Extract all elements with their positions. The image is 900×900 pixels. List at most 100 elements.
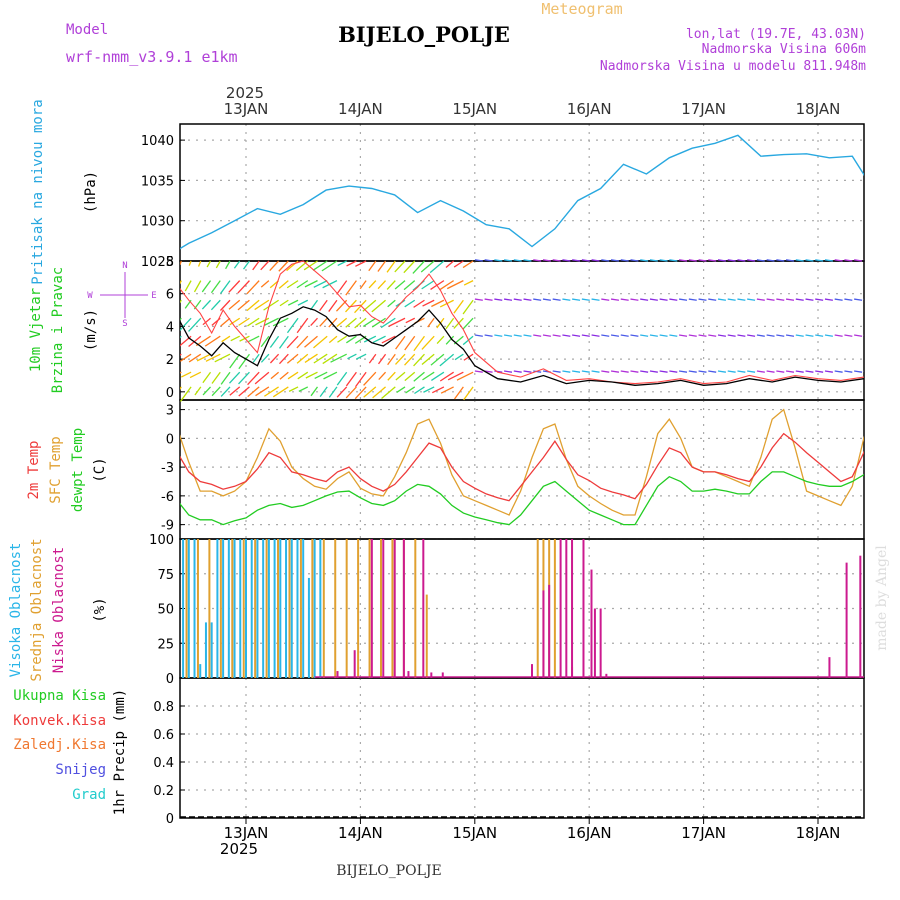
pressure-line [180,134,864,250]
x-tick-label-bottom: 18JAN [796,824,841,842]
precip-legend-total: Ukupna Kisa [13,688,106,704]
wind-arrow [263,317,279,326]
wind-arrow [805,370,814,373]
wind-arrow [756,298,765,301]
wind-arrow [263,299,279,311]
wind-arrow [737,334,746,337]
low-cloud-bar [542,590,545,678]
wind-arrow [368,280,377,289]
wind-arrow [649,370,658,373]
wind-arrow [372,386,386,399]
high-cloud-bar [216,539,219,678]
wind-arrow [188,260,192,266]
wind-arrow [688,298,697,301]
wind-arrow [717,334,727,337]
wind-arrow [286,335,299,349]
wind-arrow [659,259,668,262]
wind-arrow [180,280,182,285]
mid-cloud-bar [288,539,291,678]
low-cloud-bar [370,539,373,678]
wind-ylabel-2: Brzina i Pravac [50,267,66,393]
low-cloud-bar [407,671,410,678]
wind-arrow [269,353,280,364]
wind-arrow [184,280,192,292]
wind-arrow [542,334,551,337]
wind-arrow [462,335,474,346]
high-cloud-bar [296,539,299,678]
y-tick-label: 0 [166,672,174,687]
wind-arrow [225,260,231,270]
wind-arrow [260,260,270,271]
temp-ylabel-sfc: SFC Temp [48,436,64,503]
wind-arrow [237,280,250,294]
wind-arrow [197,260,202,267]
wind-arrow [269,335,280,348]
wind-arrow [717,370,727,373]
mid-cloud-bar [368,539,371,678]
wind-arrow [649,259,658,262]
wind-arrow [404,335,416,351]
wind-arrow [371,299,386,313]
wind-arrow [219,299,231,311]
wind-arrow [863,298,864,300]
wind-gust-line [180,260,864,385]
wind-arrow [420,260,435,273]
wind-arrow [431,299,445,308]
high-cloud-bar [313,539,316,678]
wind-arrow [396,386,406,393]
y-tick-label: 1040 [141,134,174,149]
wind-arrow [229,386,241,396]
precip-ylabel: 1hr Precip (mm) [112,689,128,815]
wind-arrow [423,386,435,393]
wind-arrow [377,260,387,272]
low-cloud-bar [590,569,593,678]
wind-arrow [462,260,474,269]
mid-cloud-bar [174,539,176,678]
high-cloud-bar [285,539,288,678]
wind-arrow [278,353,289,365]
wind-arrow [474,298,483,301]
year-bottom: 2025 [220,840,258,858]
wind-arrow [503,334,513,337]
wind-arrow [387,353,396,366]
wind-arrow [337,335,348,343]
wind-arrow [422,371,435,381]
y-tick-label: 0.2 [153,784,174,799]
wind-arrow [659,334,668,337]
wind-arrow [345,317,357,328]
compass-n: N [122,261,127,271]
wind-arrow [431,371,445,381]
wind-arrow [669,370,678,373]
precip-legend-freezing: Zaledj.Kisa [13,737,106,753]
wind-arrow [238,371,250,385]
wind-arrow [727,259,736,262]
wind-arrow [562,298,571,301]
mid-cloud-bar [322,539,325,678]
wind-arrow [445,317,455,330]
wind-arrow [328,335,338,344]
temp-2m-line [180,432,864,502]
wind-arrow [601,259,610,262]
station-title: BIJELO_POLJE [338,22,510,47]
wind-arrow [414,386,425,395]
mid-cloud-bar [345,539,348,678]
wind-arrow [659,370,668,373]
altitude-label: Nadmorska Visina 606m [702,42,867,57]
wind-arrow [523,259,532,262]
mid-cloud-bar [334,539,337,678]
high-cloud-bar [319,539,322,678]
high-cloud-bar [262,539,265,678]
wind-arrow [196,353,211,362]
wind-arrow [484,259,493,262]
wind-arrow [513,370,522,373]
wind-arrow [180,317,192,332]
x-tick-label-top: 16JAN [567,100,612,118]
wind-arrow [363,386,377,398]
wind-arrow [474,259,483,262]
model-altitude-label: Nadmorska Visina u modelu 811.948m [600,59,866,74]
wind-arrow [785,259,795,262]
wind-arrow [776,334,785,337]
wind-arrow [494,334,503,337]
wind-arrow [214,353,231,363]
wind-arrow [591,334,600,337]
